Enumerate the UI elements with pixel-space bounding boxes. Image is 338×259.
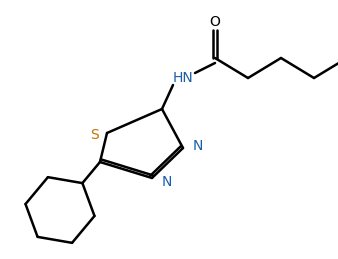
Text: HN: HN [173,71,193,85]
Text: N: N [162,175,172,189]
Text: O: O [210,15,220,29]
Text: S: S [90,128,99,142]
Text: N: N [193,139,203,153]
